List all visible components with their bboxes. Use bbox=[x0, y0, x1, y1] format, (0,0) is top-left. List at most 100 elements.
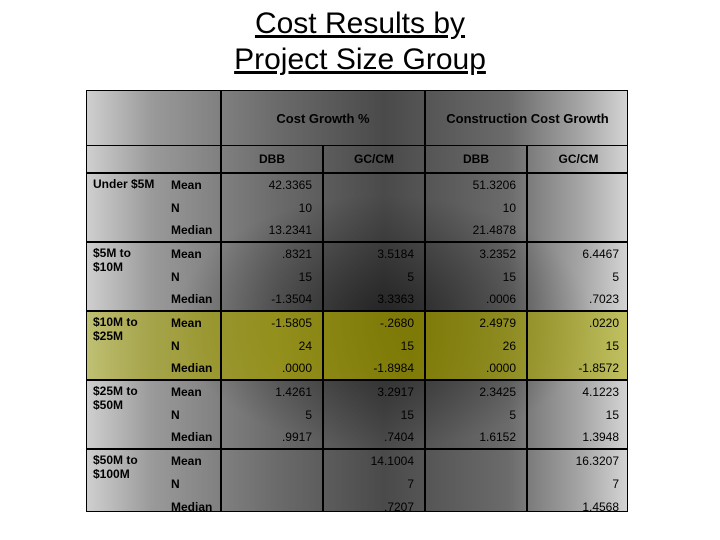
value-cell: 21.4878 bbox=[425, 219, 527, 242]
page-title: Cost Results by Project Size Group bbox=[0, 0, 720, 78]
value-cell: -1.8572 bbox=[527, 357, 628, 380]
stat-label: Median bbox=[165, 357, 221, 380]
value-cell bbox=[425, 472, 527, 495]
value-cell: 26 bbox=[425, 334, 527, 357]
value-cell: 10 bbox=[425, 196, 527, 219]
stat-label: N bbox=[165, 472, 221, 495]
value-cell bbox=[323, 173, 425, 196]
value-cell: 15 bbox=[323, 403, 425, 426]
stat-label: Median bbox=[165, 288, 221, 311]
table-header: Cost Growth % Construction Cost Growth D… bbox=[87, 91, 628, 173]
stat-label: Median bbox=[165, 219, 221, 242]
value-cell: 15 bbox=[221, 265, 323, 288]
value-cell: 7 bbox=[527, 472, 628, 495]
value-cell bbox=[221, 449, 323, 472]
value-cell: .7404 bbox=[323, 426, 425, 449]
value-cell: 3.5184 bbox=[323, 242, 425, 265]
value-cell: 13.2341 bbox=[221, 219, 323, 242]
value-cell: 5 bbox=[425, 403, 527, 426]
table-row: Median.72071.4568 bbox=[87, 495, 628, 512]
stat-label: Mean bbox=[165, 173, 221, 196]
value-cell: 3.2352 bbox=[425, 242, 527, 265]
value-cell: 1.6152 bbox=[425, 426, 527, 449]
table-row: $50M to $100MMean14.100416.3207 bbox=[87, 449, 628, 472]
value-cell: 15 bbox=[527, 334, 628, 357]
value-cell bbox=[425, 449, 527, 472]
header-cost-growth: Cost Growth % bbox=[221, 91, 425, 146]
value-cell: 6.4467 bbox=[527, 242, 628, 265]
size-group-label: $5M to $10M bbox=[87, 242, 165, 311]
table-row: Median13.2341 21.4878 bbox=[87, 219, 628, 242]
table-row: N515515 bbox=[87, 403, 628, 426]
header-blank-2 bbox=[165, 91, 221, 146]
title-line-2: Project Size Group bbox=[234, 43, 486, 76]
value-cell: .0220 bbox=[527, 311, 628, 334]
value-cell: 7 bbox=[323, 472, 425, 495]
value-cell: .0000 bbox=[221, 357, 323, 380]
value-cell: -1.8984 bbox=[323, 357, 425, 380]
stat-label: Mean bbox=[165, 380, 221, 403]
size-group-label: Under $5M bbox=[87, 173, 165, 242]
stat-label: N bbox=[165, 196, 221, 219]
subheader-dbb-2: DBB bbox=[425, 146, 527, 174]
subheader-gccm-1: GC/CM bbox=[323, 146, 425, 174]
value-cell: 15 bbox=[527, 403, 628, 426]
value-cell: 16.3207 bbox=[527, 449, 628, 472]
value-cell: 14.1004 bbox=[323, 449, 425, 472]
value-cell: .9917 bbox=[221, 426, 323, 449]
stat-label: N bbox=[165, 334, 221, 357]
table-row: Median.0000-1.8984.0000-1.8572 bbox=[87, 357, 628, 380]
value-cell: 3.2917 bbox=[323, 380, 425, 403]
value-cell: 2.4979 bbox=[425, 311, 527, 334]
stat-label: Mean bbox=[165, 311, 221, 334]
stat-label: N bbox=[165, 265, 221, 288]
value-cell bbox=[323, 196, 425, 219]
value-cell bbox=[527, 219, 628, 242]
table-row: N 7 7 bbox=[87, 472, 628, 495]
subheader-gccm-2: GC/CM bbox=[527, 146, 628, 174]
value-cell: -1.5805 bbox=[221, 311, 323, 334]
value-cell: 5 bbox=[323, 265, 425, 288]
value-cell bbox=[221, 472, 323, 495]
subheader-blank-2 bbox=[165, 146, 221, 174]
value-cell: 4.1223 bbox=[527, 380, 628, 403]
stat-label: Median bbox=[165, 495, 221, 512]
results-table-container: Cost Growth % Construction Cost Growth D… bbox=[86, 90, 628, 512]
value-cell: .0000 bbox=[425, 357, 527, 380]
page: Cost Results by Project Size Group Cost … bbox=[0, 0, 720, 540]
table-row: Under $5MMean42.336551.3206 bbox=[87, 173, 628, 196]
table-row: Median-1.35043.3363.0006.7023 bbox=[87, 288, 628, 311]
value-cell: 24 bbox=[221, 334, 323, 357]
value-cell: 2.3425 bbox=[425, 380, 527, 403]
stat-label: Mean bbox=[165, 449, 221, 472]
value-cell: .8321 bbox=[221, 242, 323, 265]
table-row: N155155 bbox=[87, 265, 628, 288]
header-construction-cost-growth: Construction Cost Growth bbox=[425, 91, 628, 146]
value-cell bbox=[527, 173, 628, 196]
value-cell: 1.4568 bbox=[527, 495, 628, 512]
value-cell: .0006 bbox=[425, 288, 527, 311]
table-row: N1010 bbox=[87, 196, 628, 219]
table-row: N24152615 bbox=[87, 334, 628, 357]
size-group-label: $50M to $100M bbox=[87, 449, 165, 512]
value-cell: -.2680 bbox=[323, 311, 425, 334]
value-cell bbox=[527, 196, 628, 219]
value-cell: 5 bbox=[221, 403, 323, 426]
value-cell: 15 bbox=[323, 334, 425, 357]
value-cell: 1.4261 bbox=[221, 380, 323, 403]
value-cell: 10 bbox=[221, 196, 323, 219]
value-cell: 42.3365 bbox=[221, 173, 323, 196]
value-cell bbox=[425, 495, 527, 512]
value-cell bbox=[323, 219, 425, 242]
value-cell: 51.3206 bbox=[425, 173, 527, 196]
size-group-label: $10M to $25M bbox=[87, 311, 165, 380]
subheader-blank-1 bbox=[87, 146, 165, 174]
value-cell: 3.3363 bbox=[323, 288, 425, 311]
table-row: $25M to $50MMean1.42613.29172.34254.1223 bbox=[87, 380, 628, 403]
value-cell bbox=[221, 495, 323, 512]
stat-label: Median bbox=[165, 426, 221, 449]
stat-label: Mean bbox=[165, 242, 221, 265]
value-cell: 15 bbox=[425, 265, 527, 288]
table-row: $5M to $10MMean.83213.51843.23526.4467 bbox=[87, 242, 628, 265]
title-line-1: Cost Results by bbox=[255, 7, 465, 40]
